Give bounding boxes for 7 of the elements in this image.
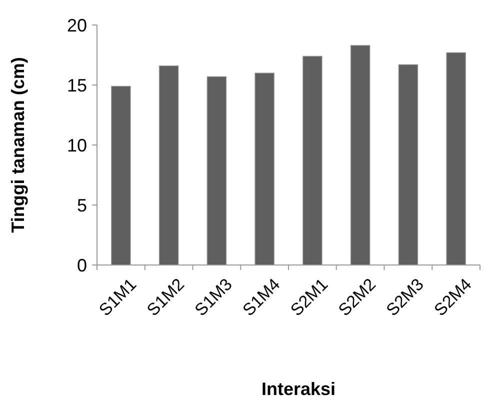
y-axis-title: Tinggi tanaman (cm) (8, 57, 28, 233)
y-tick-label: 5 (76, 195, 87, 216)
y-tick-label: 0 (76, 255, 87, 276)
y-tick-label: 20 (66, 15, 87, 36)
y-tick-label: 10 (66, 135, 87, 156)
y-tick-label: 15 (66, 75, 87, 96)
x-axis-title: Interaksi (261, 379, 336, 399)
